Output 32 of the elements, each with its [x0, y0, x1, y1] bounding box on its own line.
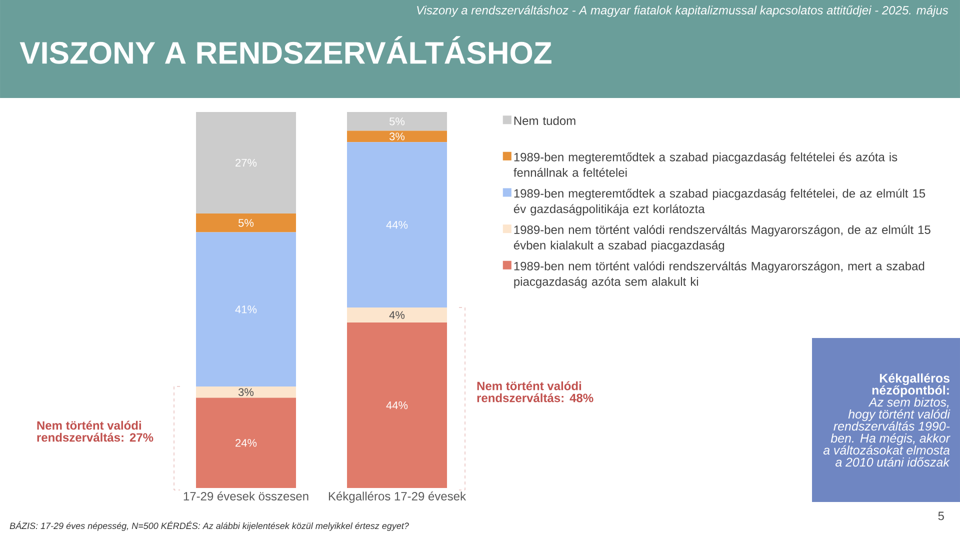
bar	[196, 112, 296, 214]
bar	[196, 232, 296, 386]
bar	[347, 130, 448, 142]
bar	[196, 398, 296, 488]
legend-label: 1989-ben nem történt valódi rendszerváltás Magyarországon, mert a szabad piacgazdaság azóta sem alakult ki	[514, 261, 924, 288]
bar	[196, 386, 296, 398]
text: 5	[938, 512, 944, 520]
data-label: 4%	[389, 311, 405, 319]
bar	[347, 322, 448, 488]
bar	[347, 142, 448, 308]
data-label: 44%	[386, 401, 408, 410]
legend-label: 1989-ben nem történt valódi rendszerváltás Magyarországon, de az elmúlt 15 évben kialakult a szabad piacgazdaság	[514, 225, 930, 252]
x-tick-label: 17-29 évesek összesen	[184, 492, 308, 500]
text: Viszony a rendszerváltáshoz - A magyar fiatalok kapitalizmussal kapcsolatos attitűdjei - 2025. május	[417, 6, 948, 17]
data-label: 3%	[238, 388, 254, 396]
legend-label: 1989-ben megteremtődtek a szabad piacgazdaság feltételei, de az elmúlt 15 év gazdaságpolitikája ezt korlátozta	[514, 188, 926, 216]
text: Kékgalléros nézőpontból: Az sem biztos, hogy történt valódi rendszerváltás 1990-ben. Ha mégis, akkor a változásokat elmosta a 2010 utáni időszak	[823, 373, 950, 467]
data-label: 41%	[235, 306, 257, 314]
x-tick-label: Kékgalléros 17-29 évesek	[328, 492, 466, 503]
chart-title: VISZONY A RENDSZERVÁLTÁSHOZ	[20, 36, 552, 64]
data-label: 5%	[238, 219, 254, 227]
legend-label: Nem tudom	[514, 116, 576, 125]
text: Nem történt valódi rendszerváltás: 27%	[37, 420, 154, 442]
bar	[196, 214, 296, 232]
text: BÁZIS: 17-29 éves népesség, N=500 KÉRDÉS: Az alábbi kijelentések közül melyikkel értesz egyet?	[10, 521, 409, 531]
bar	[347, 308, 448, 323]
data-label: 3%	[389, 132, 405, 140]
data-label: 44%	[386, 220, 408, 229]
data-label: 24%	[236, 439, 257, 447]
legend-label: 1989-ben megteremtődtek a szabad piacgazdaság feltételei és azóta is fennállnak a feltételei	[514, 152, 898, 177]
bar	[347, 112, 448, 131]
text: Nem történt valódi rendszerváltás: 48%	[477, 381, 594, 402]
